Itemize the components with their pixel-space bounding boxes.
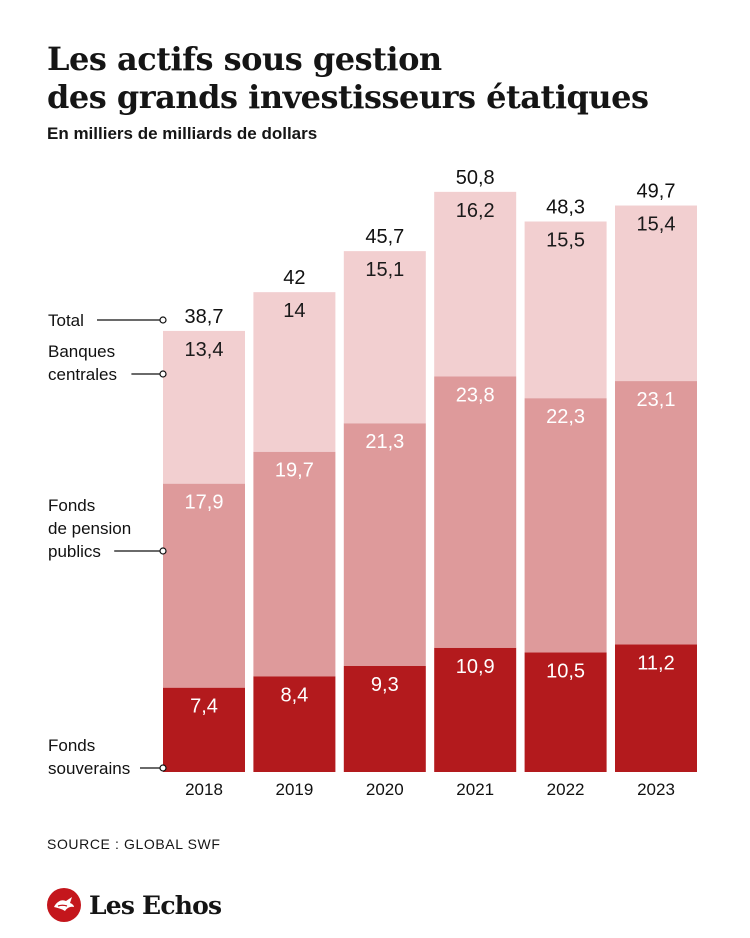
legend-label-fonds-souverains-1: Fonds — [48, 736, 95, 755]
data-label-3-2019: 14 — [283, 300, 305, 322]
x-tick-label-2022: 2022 — [547, 780, 585, 799]
data-label-1-2020: 9,3 — [371, 674, 399, 696]
data-label-2-2021: 23,8 — [456, 385, 495, 407]
total-label-2018: 38,7 — [185, 306, 224, 328]
stacked-bar-chart: 7,4 17,9 13,4 38,7 2018 8,4 19,7 14 42 2019 9,3 21,… — [48, 167, 697, 799]
legend-label-total-1: Total — [48, 311, 84, 330]
bar-segment-1-2020 — [343, 666, 426, 772]
bar-segment-1-2019 — [253, 676, 336, 772]
total-label-2020: 45,7 — [365, 226, 404, 248]
legend-label-fonds-de-pension-publics-1: Fonds — [48, 496, 95, 515]
total-label-2022: 48,3 — [546, 196, 585, 218]
total-label-2021: 50,8 — [456, 167, 495, 189]
brand-logo: Les Echos — [47, 888, 222, 922]
bar-segment-3-2023 — [615, 205, 697, 382]
legend-marker-fonds-souverains — [159, 764, 167, 772]
data-label-3-2020: 15,1 — [365, 259, 404, 281]
bar-segment-1-2022 — [524, 652, 607, 772]
legend-label-fonds-de-pension-publics-3: publics — [48, 542, 101, 561]
bar-segment-2-2020 — [343, 423, 426, 667]
legend-label-banques-centrales-1: Banques — [48, 342, 115, 361]
legend-label-banques-centrales-2: centrales — [48, 365, 117, 384]
data-label-1-2018: 7,4 — [190, 696, 218, 718]
data-label-3-2021: 16,2 — [456, 200, 495, 222]
data-label-1-2019: 8,4 — [280, 684, 308, 706]
total-label-2019: 42 — [283, 267, 305, 289]
bar-segment-2-2023 — [615, 381, 697, 645]
x-tick-label-2020: 2020 — [366, 780, 404, 799]
total-label-2023: 49,7 — [637, 181, 676, 203]
data-label-3-2023: 15,4 — [637, 214, 676, 236]
bar-segment-1-2018 — [163, 687, 245, 772]
legend-marker-fonds-de-pension-publics — [159, 547, 167, 555]
legend-marker-total — [159, 316, 167, 324]
bar-segment-3-2020 — [343, 251, 426, 424]
bar-segment-1-2021 — [434, 647, 517, 772]
data-label-1-2021: 10,9 — [456, 656, 495, 678]
data-label-2-2020: 21,3 — [365, 431, 404, 453]
chart-title-line1: Les actifs sous gestion — [47, 40, 442, 78]
les-echos-bird-icon — [47, 888, 81, 922]
legend-label-fonds-souverains-2: souverains — [48, 759, 130, 778]
bar-segment-3-2022 — [524, 221, 607, 399]
source-note: SOURCE : GLOBAL SWF — [47, 836, 221, 852]
data-label-3-2018: 13,4 — [185, 339, 224, 361]
chart-title: Les actifs sous gestion des grands inves… — [47, 40, 649, 116]
data-label-2-2023: 23,1 — [637, 389, 676, 411]
legend-marker-banques-centrales — [159, 370, 167, 378]
bar-segment-3-2021 — [434, 191, 517, 377]
bar-segment-1-2023 — [615, 644, 697, 772]
brand-name: Les Echos — [89, 890, 222, 920]
bar-segment-2-2021 — [434, 376, 517, 648]
x-tick-label-2023: 2023 — [637, 780, 675, 799]
legend-label-fonds-de-pension-publics-2: de pension — [48, 519, 131, 538]
data-label-2-2019: 19,7 — [275, 460, 314, 482]
data-label-1-2023: 11,2 — [637, 652, 674, 674]
x-tick-label-2019: 2019 — [275, 780, 313, 799]
bar-segment-2-2022 — [524, 398, 607, 653]
chart-subtitle: En milliers de milliards de dollars — [47, 124, 318, 143]
chart-title-line2: des grands investisseurs étatiques — [47, 78, 649, 116]
data-label-1-2022: 10,5 — [546, 660, 585, 682]
bar-segment-3-2018 — [163, 330, 245, 484]
data-label-3-2022: 15,5 — [546, 229, 585, 251]
data-label-2-2018: 17,9 — [185, 492, 224, 514]
bar-segment-3-2019 — [253, 292, 336, 452]
x-tick-label-2018: 2018 — [185, 780, 223, 799]
x-tick-label-2021: 2021 — [456, 780, 494, 799]
data-label-2-2022: 22,3 — [546, 406, 585, 428]
bar-segment-2-2018 — [163, 483, 245, 688]
bar-segment-2-2019 — [253, 451, 336, 677]
